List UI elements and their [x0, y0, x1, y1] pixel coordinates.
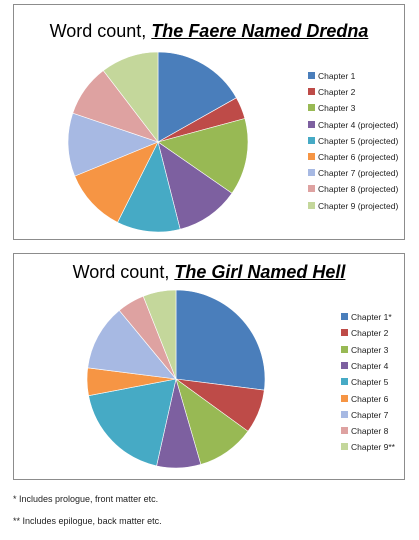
footnote-epilogue: ** Includes epilogue, back matter etc. — [13, 516, 162, 526]
legend-swatch — [341, 394, 348, 402]
legend-swatch — [341, 361, 348, 369]
chart-title: Word count, The Girl Named Hell — [14, 262, 404, 283]
pie-chart — [67, 51, 249, 233]
legend-swatch — [341, 345, 348, 353]
pie-slice-chapter-1 — [157, 51, 237, 143]
title-book: The Girl Named Hell — [174, 262, 346, 282]
pie-slice-chapter-9 — [142, 289, 177, 380]
legend-label: Chapter 5 (projected) — [318, 135, 399, 146]
legend-label: Chapter 2 — [351, 328, 389, 339]
legend-swatch — [341, 443, 348, 451]
chart-title: Word count, The Faere Named Dredna — [14, 21, 404, 42]
legend-swatch — [341, 313, 348, 320]
legend-swatch — [308, 120, 315, 128]
legend-label: Chapter 3 — [351, 344, 389, 355]
legend-swatch — [308, 136, 315, 144]
pie-slice-chapter-7-projected — [67, 112, 159, 177]
legend-label: Chapter 5 — [351, 377, 389, 388]
legend-label: Chapter 9 (projected) — [318, 200, 399, 211]
legend-label: Chapter 8 (projected) — [318, 184, 399, 195]
legend-label: Chapter 1 — [318, 71, 356, 81]
title-prefix: Word count, — [49, 21, 152, 41]
legend-label: Chapter 2 — [318, 87, 356, 98]
pie-slice-chapter-4-projected — [157, 141, 233, 230]
legend-swatch — [308, 201, 315, 209]
legend-swatch — [308, 169, 315, 177]
footnote-prologue: * Includes prologue, front matter etc. — [13, 494, 159, 504]
legend-swatch — [308, 185, 315, 193]
legend-label: Chapter 7 (projected) — [318, 168, 399, 179]
legend-swatch — [341, 427, 348, 435]
legend-label: Chapter 9** — [351, 442, 395, 453]
legend-label: Chapter 6 — [351, 393, 389, 404]
pie-slice-chapter-5-projected — [117, 141, 181, 233]
legend-label: Chapter 1* — [351, 312, 392, 322]
pie-slice-chapter-3 — [157, 118, 249, 194]
legend-swatch — [308, 153, 315, 160]
legend-label: Chapter 3 — [318, 103, 356, 114]
legend-label: Chapter 8 — [351, 426, 389, 437]
legend-label: Chapter 7 — [351, 409, 389, 420]
legend-swatch — [341, 410, 348, 418]
pie-slice-chapter-5 — [88, 378, 177, 467]
legend-label: Chapter 4 — [351, 360, 389, 371]
chart-panel-hell: Word count, The Girl Named Hell Chapter … — [13, 253, 405, 480]
pie-slice-chapter-9-projected — [102, 51, 159, 143]
chart-panel-dredna: Word count, The Faere Named Dredna Chapt… — [13, 4, 405, 240]
legend-swatch — [341, 378, 348, 386]
pie-slice-chapter-7 — [87, 309, 177, 380]
legend-label: Chapter 4 (projected) — [318, 119, 399, 130]
legend-swatch — [308, 104, 315, 112]
pie-chart — [86, 289, 266, 469]
legend-swatch — [341, 329, 348, 337]
pie-slice-chapter-6-projected — [74, 141, 159, 223]
title-book: The Faere Named Dredna — [151, 21, 369, 41]
legend-swatch — [308, 88, 315, 96]
legend-swatch — [308, 72, 315, 79]
legend-label: Chapter 6 (projected) — [318, 152, 399, 162]
pie-slice-chapter-1 — [175, 289, 266, 391]
title-prefix: Word count, — [72, 262, 175, 282]
